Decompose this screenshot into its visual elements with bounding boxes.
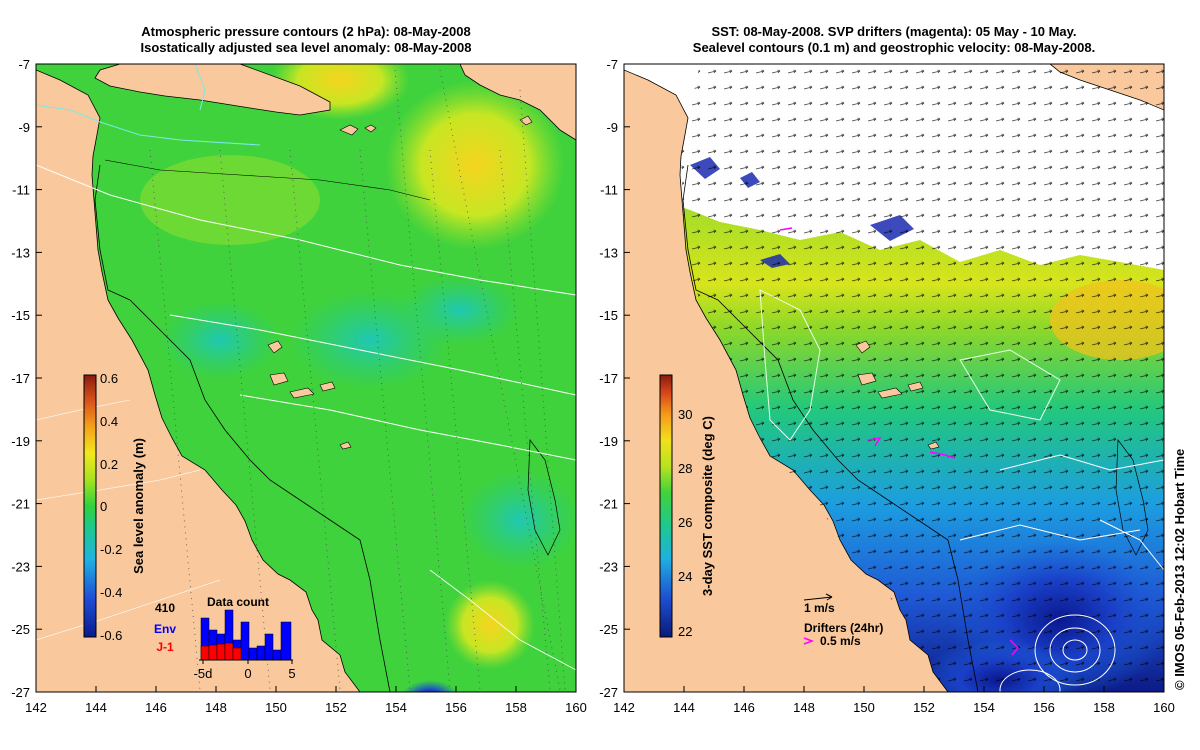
lat-tick-label: -27: [599, 685, 618, 700]
lon-tick-label: 148: [205, 700, 227, 715]
left-panel-title: Atmospheric pressure contours (2 hPa): 0…: [36, 24, 576, 56]
lat-tick-label: -19: [599, 434, 618, 449]
lat-tick-label: -25: [599, 622, 618, 637]
left-colorbar-label: Sea level anomaly (m): [131, 438, 146, 574]
lat-tick-label: -15: [11, 308, 30, 323]
lon-tick-label: 152: [913, 700, 935, 715]
right-title-line1: SST: 08-May-2008. SVP drifters (magenta)…: [711, 24, 1077, 39]
right-cb-tick: 24: [678, 569, 692, 584]
lat-tick-label: -11: [12, 183, 30, 198]
data-count-bars: [200, 609, 292, 661]
lat-tick-label: -21: [11, 497, 30, 512]
velocity-legend: 1 m/s Drifters (24hr) 0.5 m/s: [803, 593, 883, 648]
left-cb-tick: -0.2: [100, 542, 122, 557]
left-cb-tick: -0.6: [100, 628, 122, 643]
left-cb-tick: -0.4: [100, 585, 122, 600]
left-cb-tick: 0: [100, 499, 107, 514]
lon-tick-label: 156: [1033, 700, 1055, 715]
lon-tick-label: 160: [565, 700, 587, 715]
lon-tick-label: 152: [325, 700, 347, 715]
lat-tick-label: -9: [606, 120, 618, 135]
lon-tick-label: 150: [265, 700, 287, 715]
lon-tick-label: 160: [1153, 700, 1175, 715]
lon-tick-label: 144: [673, 700, 695, 715]
velocity-scale-label: 1 m/s: [804, 601, 835, 615]
lat-tick-label: -19: [11, 434, 30, 449]
j1-label: J-1: [156, 640, 174, 654]
left-land-new-guinea: [94, 64, 331, 116]
lon-tick-label: 154: [973, 700, 995, 715]
left-cb-tick: 0.6: [100, 371, 118, 386]
lat-tick-label: -13: [11, 245, 30, 260]
left-map: [36, 64, 576, 692]
lat-tick-label: -7: [606, 57, 618, 72]
lat-tick-label: -13: [599, 245, 618, 260]
right-cb-tick: 22: [678, 624, 692, 639]
axes-ticks: 142 144 146 148 150 152 154 156 158 160 -7 -9 -11 -13…: [11, 57, 1175, 715]
right-colorbar-label: 3-day SST composite (deg C): [700, 416, 715, 596]
left-colorbar: 0.6 0.4 0.2 0 -0.2 -0.4 -0.6 Sea level a…: [83, 371, 146, 643]
left-land-islands: [459, 64, 576, 141]
count-axis-tick: 5: [288, 666, 295, 681]
left-title-line1: Atmospheric pressure contours (2 hPa): 0…: [141, 24, 471, 39]
lon-tick-label: 150: [853, 700, 875, 715]
lat-tick-label: -27: [11, 685, 30, 700]
lon-tick-label: 144: [85, 700, 107, 715]
credit-text: © IMOS 05-Feb-2013 12:02 Hobart Time: [1172, 448, 1187, 690]
right-colorbar: 30 28 26 24 22 3-day SST composite (deg …: [659, 374, 715, 639]
lat-tick-label: -15: [599, 308, 618, 323]
lon-tick-label: 146: [145, 700, 167, 715]
lon-tick-label: 158: [1093, 700, 1115, 715]
env-label: Env: [154, 622, 176, 636]
drifters-title: Drifters (24hr): [804, 621, 883, 635]
lat-tick-label: -21: [599, 497, 618, 512]
lon-tick-label: 156: [445, 700, 467, 715]
lon-tick-label: 142: [25, 700, 47, 715]
left-cb-tick: 0.4: [100, 414, 118, 429]
left-cb-tick: 0.2: [100, 457, 118, 472]
lon-tick-label: 148: [793, 700, 815, 715]
lat-tick-label: -25: [11, 622, 30, 637]
lon-tick-label: 154: [385, 700, 407, 715]
count-axis-tick: 0: [244, 666, 251, 681]
lat-tick-label: -11: [600, 183, 618, 198]
data-count-inset: Data count 410 Env J-1 -5d 0 5: [154, 595, 296, 681]
count-axis-tick: -5d: [194, 666, 213, 681]
lon-tick-label: 158: [505, 700, 527, 715]
lat-tick-label: -23: [599, 559, 618, 574]
right-map: 1 m/s Drifters (24hr) 0.5 m/s: [624, 64, 1164, 692]
data-count-title: Data count: [207, 595, 269, 609]
lat-tick-label: -7: [18, 57, 30, 72]
right-cb-tick: 26: [678, 515, 692, 530]
lat-tick-label: -17: [11, 371, 30, 386]
lat-tick-label: -17: [599, 371, 618, 386]
lon-tick-label: 142: [613, 700, 635, 715]
lat-tick-label: -23: [11, 559, 30, 574]
lat-tick-label: -9: [18, 120, 30, 135]
left-land-australia: [36, 64, 361, 692]
drifter-scale-label: 0.5 m/s: [820, 634, 861, 648]
right-panel-title: SST: 08-May-2008. SVP drifters (magenta)…: [624, 24, 1164, 56]
lon-tick-label: 146: [733, 700, 755, 715]
right-cb-tick: 30: [678, 407, 692, 422]
right-cb-tick: 28: [678, 461, 692, 476]
left-title-line2: Isostatically adjusted sea level anomaly…: [140, 40, 472, 55]
right-title-line2: Sealevel contours (0.1 m) and geostrophi…: [692, 40, 1096, 55]
data-count-total: 410: [155, 601, 175, 615]
